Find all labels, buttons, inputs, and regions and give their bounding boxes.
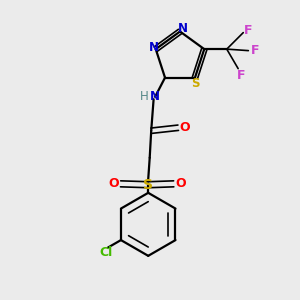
Text: S: S bbox=[143, 178, 153, 192]
Text: Cl: Cl bbox=[100, 247, 113, 260]
Text: O: O bbox=[175, 177, 186, 190]
Text: F: F bbox=[244, 24, 253, 37]
Text: O: O bbox=[109, 177, 119, 190]
Text: F: F bbox=[251, 44, 259, 57]
Text: N: N bbox=[150, 90, 160, 103]
Text: O: O bbox=[179, 121, 190, 134]
Text: F: F bbox=[237, 69, 245, 82]
Text: N: N bbox=[177, 22, 188, 35]
Text: H: H bbox=[140, 90, 149, 103]
Text: S: S bbox=[191, 76, 200, 89]
Text: N: N bbox=[149, 41, 159, 54]
